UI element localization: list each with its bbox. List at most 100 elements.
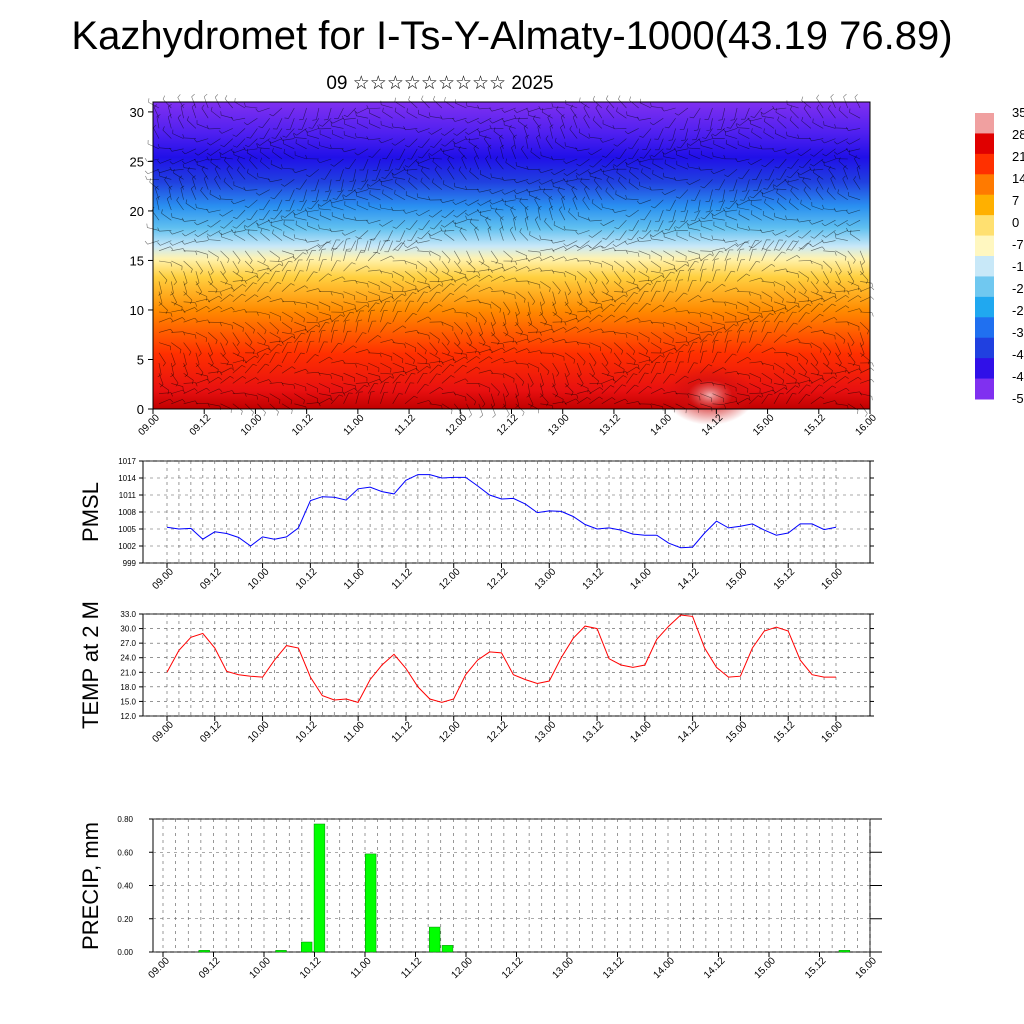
- wind-barb-flag: [711, 133, 716, 137]
- wind-barb: [654, 148, 664, 158]
- wind-barb-flag: [536, 134, 540, 138]
- wind-barb-flag: [367, 349, 370, 353]
- wind-barb-flag: [639, 135, 644, 138]
- wind-barb-flag: [169, 161, 173, 165]
- pmsl-ytick-label: 1011: [119, 491, 137, 500]
- wind-barb-flag: [797, 303, 800, 308]
- cross-section-xtick-label: 09.12: [188, 412, 214, 438]
- wind-barb: [295, 154, 307, 160]
- wind-barb: [516, 165, 529, 170]
- wind-barb-flag: [157, 169, 161, 173]
- wind-barb-flag: [538, 169, 542, 173]
- precip-bar: [838, 950, 851, 953]
- wind-barb: [478, 393, 486, 405]
- wind-barb-flag: [230, 149, 235, 154]
- wind-barb: [614, 209, 627, 213]
- wind-barb: [284, 179, 295, 187]
- wind-barb-flag: [789, 198, 791, 203]
- wind-barb: [171, 362, 174, 375]
- wind-barb-flag: [641, 168, 643, 173]
- wind-barb-flag: [242, 376, 247, 379]
- wind-barb-flag: [760, 111, 764, 115]
- wind-barb-flag: [515, 261, 518, 266]
- wind-barb: [822, 260, 833, 270]
- wind-barb: [148, 102, 160, 109]
- wind-barb-flag: [476, 188, 480, 193]
- wind-barb-flag: [428, 154, 431, 159]
- wind-barb: [504, 107, 516, 113]
- wind-barb: [183, 352, 187, 365]
- wind-barb-flag: [822, 204, 824, 209]
- wind-barb: [730, 118, 738, 129]
- wind-barb: [394, 168, 406, 176]
- wind-barb: [294, 321, 306, 327]
- wind-barb-flag: [501, 275, 505, 279]
- wind-barb: [480, 199, 492, 206]
- wind-barb: [417, 332, 430, 336]
- wind-barb-flag: [612, 243, 617, 247]
- wind-barb-flag: [325, 322, 330, 324]
- wind-barb: [503, 250, 513, 259]
- wind-barb-flag: [537, 206, 542, 209]
- wind-barb: [330, 394, 340, 405]
- wind-barb-flag: [809, 244, 814, 248]
- wind-barb-flag: [724, 302, 727, 306]
- wind-barb: [420, 181, 430, 190]
- wind-barb: [444, 233, 455, 241]
- wind-barb-flag: [447, 155, 451, 160]
- wind-barb: [589, 281, 595, 293]
- wind-barb-flag: [598, 314, 603, 318]
- wind-barb-flag: [435, 351, 438, 356]
- wind-barb-flag: [157, 242, 161, 246]
- wind-barb: [247, 219, 258, 228]
- wind-barb-flag: [464, 120, 469, 124]
- wind-barb: [650, 403, 663, 407]
- wind-barb: [331, 314, 341, 323]
- wind-barb: [601, 352, 609, 364]
- wind-barb: [737, 311, 749, 316]
- wind-barb: [750, 204, 762, 211]
- wind-barb-flag: [428, 400, 432, 404]
- wind-barb: [601, 298, 614, 303]
- wind-barb-flag: [244, 144, 249, 148]
- wind-barb: [638, 363, 647, 374]
- wind-barb-flag: [530, 383, 534, 388]
- wind-barb-flag: [837, 353, 841, 357]
- wind-barb-flag: [330, 164, 335, 167]
- wind-barb-flag: [379, 223, 383, 227]
- wind-barb-flag: [773, 310, 776, 315]
- wind-barb-flag: [473, 145, 477, 149]
- wind-barb: [223, 138, 234, 147]
- wind-barb-flag: [170, 312, 173, 317]
- wind-barb: [700, 381, 713, 384]
- wind-barb-flag: [256, 395, 258, 400]
- wind-barb: [589, 387, 600, 394]
- wind-barb: [560, 127, 566, 139]
- wind-barb: [343, 198, 356, 201]
- wind-barb: [286, 128, 295, 138]
- precip-xtick-label: 10.00: [247, 955, 273, 981]
- wind-barb: [823, 362, 833, 371]
- wind-barb: [835, 295, 846, 303]
- wind-barb: [480, 214, 492, 221]
- wind-barb-flag: [242, 284, 246, 287]
- wind-barb: [442, 199, 455, 203]
- wind-barb: [208, 158, 221, 161]
- wind-barb-flag: [649, 122, 654, 126]
- wind-barb: [232, 309, 245, 313]
- wind-barb-flag: [749, 196, 754, 199]
- wind-barb-flag: [485, 155, 489, 159]
- wind-barb-flag: [234, 230, 236, 235]
- wind-barb: [638, 385, 649, 394]
- wind-barb: [503, 311, 507, 324]
- wind-barb: [712, 247, 725, 252]
- wind-barb: [421, 170, 430, 180]
- wind-barb: [540, 352, 553, 354]
- wind-barb: [441, 293, 451, 303]
- wind-barb: [459, 230, 467, 241]
- wind-barb: [171, 281, 174, 294]
- wind-barb: [527, 403, 539, 410]
- wind-barb-flag: [258, 126, 263, 128]
- wind-barb: [355, 384, 365, 394]
- wind-barb: [738, 199, 750, 206]
